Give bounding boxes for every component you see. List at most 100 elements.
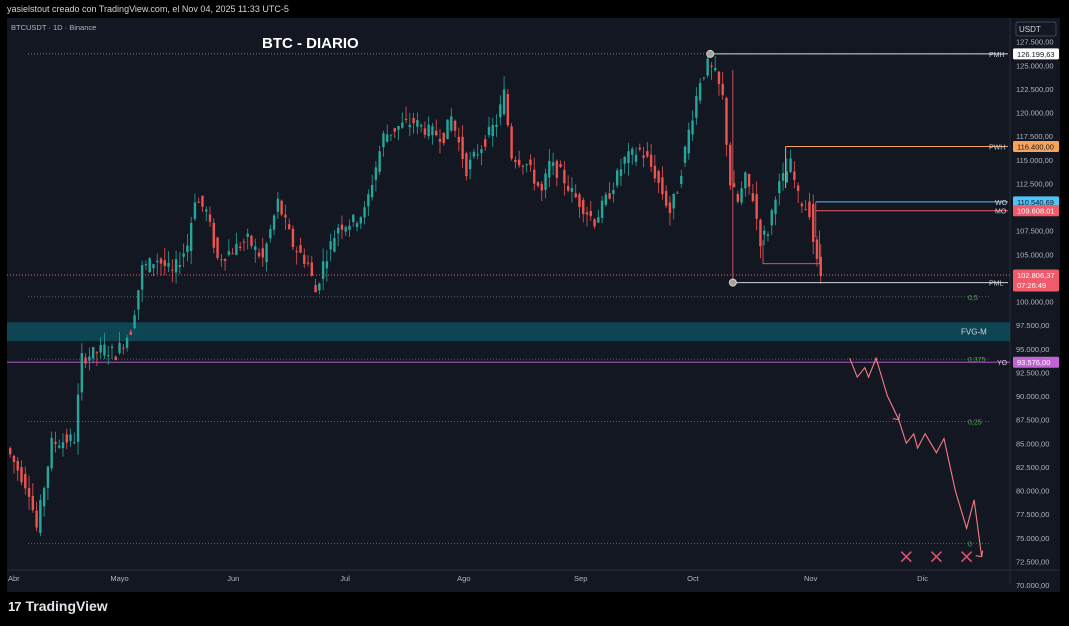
candle-body[interactable] xyxy=(525,164,528,166)
candle-body[interactable] xyxy=(54,441,57,444)
candle-body[interactable] xyxy=(122,347,125,349)
candle-body[interactable] xyxy=(438,138,442,142)
candle-body[interactable] xyxy=(812,203,815,242)
candle-body[interactable] xyxy=(789,158,792,173)
candle-body[interactable] xyxy=(559,164,562,168)
candle-body[interactable] xyxy=(751,193,755,201)
candle-body[interactable] xyxy=(186,245,189,252)
candle-body[interactable] xyxy=(257,252,261,257)
candle-body[interactable] xyxy=(88,356,91,361)
candle-body[interactable] xyxy=(352,214,355,222)
candle-body[interactable] xyxy=(627,151,630,163)
currency-button[interactable] xyxy=(1015,21,1057,37)
candle-body[interactable] xyxy=(766,234,770,236)
candle-body[interactable] xyxy=(370,185,374,198)
candle-body[interactable] xyxy=(729,144,732,186)
candle-body[interactable] xyxy=(159,258,163,264)
candle-body[interactable] xyxy=(42,488,46,507)
candle-body[interactable] xyxy=(706,58,709,76)
candle-body[interactable] xyxy=(412,117,415,124)
candle-body[interactable] xyxy=(35,510,38,528)
candle-body[interactable] xyxy=(114,356,117,361)
candle-body[interactable] xyxy=(50,437,53,469)
candle-body[interactable] xyxy=(725,98,728,145)
candle-body[interactable] xyxy=(446,119,449,140)
candle-body[interactable] xyxy=(793,171,796,180)
candle-body[interactable] xyxy=(804,209,807,211)
candle-body[interactable] xyxy=(465,153,468,177)
candle-body[interactable] xyxy=(676,192,679,194)
mo-price-tag[interactable] xyxy=(1013,205,1059,217)
candle-body[interactable] xyxy=(713,67,717,71)
candle-body[interactable] xyxy=(69,434,72,441)
candle-body[interactable] xyxy=(265,243,268,263)
candle-body[interactable] xyxy=(389,134,393,136)
candle-body[interactable] xyxy=(582,199,585,215)
candle-body[interactable] xyxy=(778,181,781,194)
candle-body[interactable] xyxy=(819,256,822,277)
candle-body[interactable] xyxy=(174,259,178,273)
candle-body[interactable] xyxy=(374,167,378,180)
candle-body[interactable] xyxy=(171,269,174,271)
candle-body[interactable] xyxy=(597,217,600,223)
candle-body[interactable] xyxy=(540,183,543,191)
candle-body[interactable] xyxy=(363,207,366,218)
candle-body[interactable] xyxy=(480,149,483,154)
candle-body[interactable] xyxy=(672,193,675,209)
candle-body[interactable] xyxy=(333,238,336,252)
candle-body[interactable] xyxy=(325,261,329,269)
candle-body[interactable] xyxy=(668,202,672,214)
candle-body[interactable] xyxy=(698,83,702,101)
candle-body[interactable] xyxy=(646,151,649,157)
candle-body[interactable] xyxy=(58,445,61,448)
candle-body[interactable] xyxy=(201,195,204,207)
candle-body[interactable] xyxy=(401,122,404,128)
candle-body[interactable] xyxy=(514,160,517,163)
candle-body[interactable] xyxy=(367,194,370,207)
candle-body[interactable] xyxy=(193,202,197,219)
candle-body[interactable] xyxy=(435,130,438,136)
candle-body[interactable] xyxy=(623,157,626,164)
candle-body[interactable] xyxy=(269,229,272,239)
candle-body[interactable] xyxy=(600,200,604,218)
candle-body[interactable] xyxy=(27,488,31,497)
candle-body[interactable] xyxy=(717,71,721,85)
candle-body[interactable] xyxy=(657,171,660,183)
candle-body[interactable] xyxy=(133,315,136,329)
candle-body[interactable] xyxy=(499,104,502,118)
candle-body[interactable] xyxy=(416,120,419,127)
candle-body[interactable] xyxy=(16,460,19,471)
candle-body[interactable] xyxy=(815,239,819,259)
candle-body[interactable] xyxy=(495,124,498,127)
candle-body[interactable] xyxy=(664,191,668,206)
candle-body[interactable] xyxy=(299,245,302,253)
candle-body[interactable] xyxy=(468,159,472,170)
candle-body[interactable] xyxy=(84,357,87,364)
candle-body[interactable] xyxy=(220,259,223,261)
tradingview-logo[interactable]: 17 TradingView xyxy=(8,598,108,614)
candle-body[interactable] xyxy=(306,262,310,264)
candle-body[interactable] xyxy=(31,495,35,511)
candle-body[interactable] xyxy=(472,151,476,157)
candle-body[interactable] xyxy=(808,201,811,218)
candle-body[interactable] xyxy=(555,160,559,178)
candle-body[interactable] xyxy=(563,169,566,184)
candle-body[interactable] xyxy=(91,347,95,359)
candle-body[interactable] xyxy=(506,94,510,126)
candle-body[interactable] xyxy=(781,173,785,181)
candle-body[interactable] xyxy=(261,248,264,258)
candle-body[interactable] xyxy=(570,187,574,192)
candle-body[interactable] xyxy=(427,124,430,137)
candle-body[interactable] xyxy=(20,467,23,483)
candle-body[interactable] xyxy=(321,261,325,279)
candle-body[interactable] xyxy=(178,264,182,267)
candle-body[interactable] xyxy=(329,241,332,250)
candle-body[interactable] xyxy=(408,124,412,128)
candle-body[interactable] xyxy=(167,262,170,267)
candle-body[interactable] xyxy=(95,352,99,354)
candle-body[interactable] xyxy=(9,448,12,455)
pml-marker[interactable] xyxy=(728,278,737,287)
candle-body[interactable] xyxy=(695,96,698,118)
candle-body[interactable] xyxy=(691,120,694,135)
candle-body[interactable] xyxy=(212,222,215,248)
